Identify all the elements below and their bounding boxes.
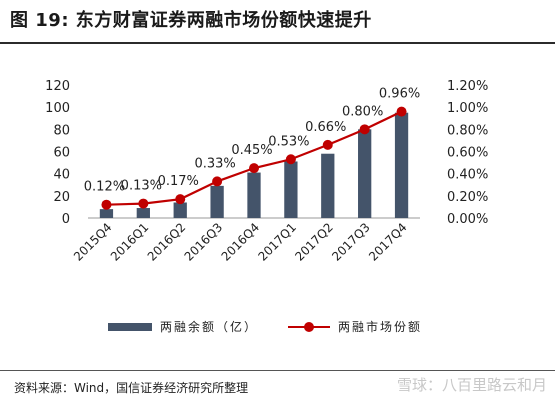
legend-line-label: 两融市场份额 [338, 319, 422, 334]
bar [358, 129, 372, 218]
y-left-tick-label: 60 [53, 146, 70, 161]
chart-title: 图 19: 东方财富证券两融市场份额快速提升 [10, 10, 372, 31]
x-tick-labels: 2015Q42016Q12016Q22016Q32016Q42017Q12017… [71, 220, 410, 264]
footer-divider [0, 370, 555, 371]
data-label: 0.66% [305, 120, 346, 135]
y-left-tick-label: 80 [53, 123, 70, 138]
line-marker [396, 106, 407, 117]
y-right-tick-label: 1.20% [447, 79, 488, 94]
line-marker [101, 199, 112, 210]
y-right-tick-label: 0.80% [447, 123, 488, 138]
line-marker [359, 124, 370, 135]
bar [394, 112, 409, 218]
x-tick-label: 2016Q2 [145, 220, 189, 264]
line-marker [175, 194, 186, 205]
legend-line-marker [304, 322, 314, 332]
y-axis-right: 0.00% 0.20% 0.40% 0.60% 0.80% 1.00% 1.20% [447, 79, 488, 227]
data-label: 0.13% [121, 179, 162, 194]
y-left-tick-label: 100 [45, 101, 70, 116]
y-right-tick-label: 0.00% [447, 212, 488, 227]
watermark-text: 雪球：八百里路云和月 [396, 376, 547, 394]
bar [321, 153, 335, 218]
line-marker [138, 198, 149, 209]
y-axis-left: 0 20 40 60 80 100 120 [45, 79, 70, 227]
y-right-tick-label: 0.60% [447, 146, 488, 161]
y-right-tick-label: 0.20% [447, 190, 488, 205]
chart: 0 20 40 60 80 100 120 0.00% 0.20% 0.40% 0.60% 0.80… [45, 79, 488, 334]
line-marker [212, 176, 223, 187]
data-labels: 0.12%0.13%0.17% 0.33%0.45%0.53%0.66%0.80%… [84, 87, 420, 195]
line-marker [322, 139, 333, 150]
legend: 两融余额（亿） 两融市场份额 [108, 319, 422, 334]
legend-bar-swatch [108, 323, 152, 331]
x-tick-label: 2015Q4 [71, 220, 115, 264]
y-left-tick-label: 120 [45, 79, 70, 94]
title-bar: 图 19: 东方财富证券两融市场份额快速提升 [0, 0, 555, 38]
data-label: 0.17% [158, 174, 199, 189]
x-tick-label: 2017Q1 [255, 220, 299, 264]
y-left-tick-label: 0 [62, 212, 70, 227]
bar [284, 161, 298, 218]
data-label: 0.53% [268, 134, 309, 149]
line-series [101, 106, 407, 210]
bar-series [99, 112, 409, 218]
y-right-tick-label: 0.40% [447, 168, 488, 183]
x-tick-label: 2016Q1 [108, 220, 152, 264]
bar [210, 185, 224, 218]
bar [247, 172, 261, 218]
data-label: 0.96% [379, 87, 420, 102]
x-tick-label: 2017Q4 [366, 220, 410, 264]
watermark: 雪球：八百里路云和月 [397, 374, 547, 395]
x-tick-label: 2017Q2 [292, 220, 336, 264]
legend-bar-label: 两融余额（亿） [160, 319, 258, 334]
x-tick-label: 2017Q3 [329, 220, 373, 264]
bar [173, 202, 187, 218]
data-label: 0.80% [342, 104, 383, 119]
x-tick-label: 2016Q4 [219, 220, 263, 264]
bar [136, 208, 150, 218]
y-right-tick-label: 1.00% [447, 101, 488, 116]
bar [99, 209, 114, 218]
data-label: 0.12% [84, 180, 125, 195]
line-marker [285, 154, 296, 165]
data-label: 0.45% [231, 143, 272, 158]
data-label: 0.33% [194, 156, 235, 171]
source-note: 资料来源：Wind，国信证券经济研究所整理 [14, 381, 249, 395]
x-tick-label: 2016Q3 [182, 220, 226, 264]
title-divider [0, 42, 555, 44]
line-marker [249, 163, 259, 174]
y-left-tick-label: 40 [53, 168, 70, 183]
y-left-tick-label: 20 [53, 190, 70, 205]
